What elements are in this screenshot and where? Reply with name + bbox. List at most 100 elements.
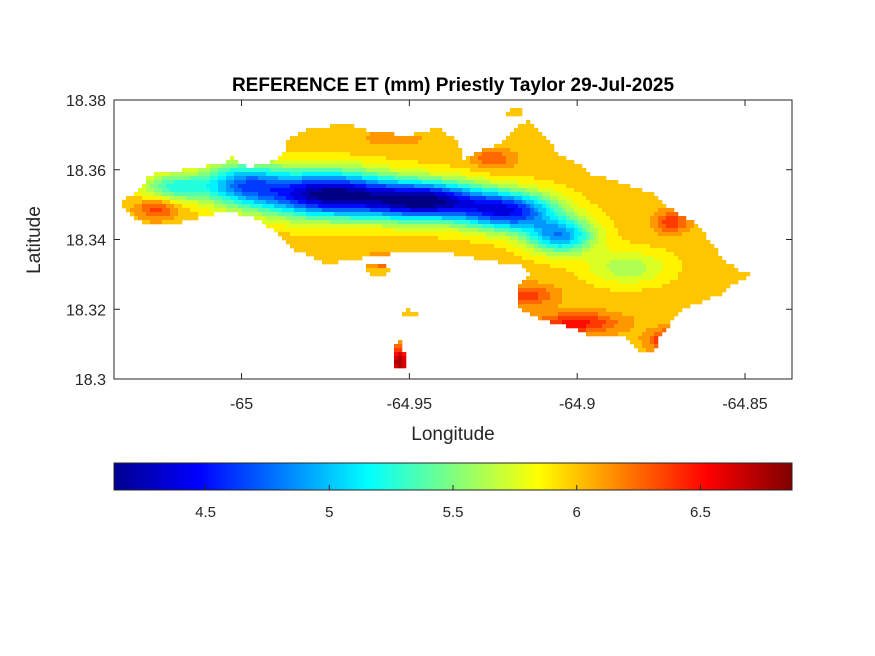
heatmap-cell (646, 192, 651, 197)
heatmap-cell (302, 224, 307, 229)
heatmap-cell (666, 208, 671, 213)
heatmap-cell (506, 196, 511, 201)
heatmap-cell (394, 228, 399, 233)
heatmap-cell (322, 204, 327, 209)
heatmap-cell (670, 316, 675, 321)
heatmap-cell (458, 168, 463, 173)
heatmap-cell (574, 164, 579, 169)
heatmap-cell (450, 200, 455, 205)
heatmap-cell (398, 148, 403, 153)
heatmap-cell (522, 252, 527, 257)
heatmap-cell (662, 216, 667, 221)
heatmap-cell (630, 304, 635, 309)
heatmap-cell (450, 180, 455, 185)
heatmap-cell (546, 212, 551, 217)
heatmap-cell (442, 156, 447, 161)
heatmap-cell (310, 128, 315, 133)
heatmap-cell (682, 244, 687, 249)
x-tick-label: -65 (230, 396, 253, 413)
heatmap-cell (566, 316, 571, 321)
heatmap-cell (690, 280, 695, 285)
heatmap-cell (546, 196, 551, 201)
heatmap-cell (434, 232, 439, 237)
heatmap-cell (406, 236, 411, 241)
heatmap-cell (606, 208, 611, 213)
heatmap-cell (286, 144, 291, 149)
heatmap-cell (274, 196, 279, 201)
heatmap-cell (362, 252, 367, 257)
heatmap-cell (310, 148, 315, 153)
heatmap-cell (582, 324, 587, 329)
heatmap-cell (510, 188, 515, 193)
heatmap-cell (606, 196, 611, 201)
heatmap-cell (646, 220, 651, 225)
heatmap-cell (346, 212, 351, 217)
heatmap-cell (166, 180, 171, 185)
heatmap-cell (310, 248, 315, 253)
heatmap-cell (642, 256, 647, 261)
heatmap-cell (442, 176, 447, 181)
heatmap-cell (618, 292, 623, 297)
heatmap-cell (522, 296, 527, 301)
heatmap-cell (202, 204, 207, 209)
heatmap-cell (146, 204, 151, 209)
heatmap-cell (694, 256, 699, 261)
heatmap-cell (326, 212, 331, 217)
heatmap-cell (574, 260, 579, 265)
heatmap-cell (502, 216, 507, 221)
heatmap-cell (474, 216, 479, 221)
heatmap-cell (374, 140, 379, 145)
heatmap-cell (626, 216, 631, 221)
heatmap-cell (582, 308, 587, 313)
heatmap-cell (670, 220, 675, 225)
heatmap-cell (510, 216, 515, 221)
heatmap-cell (138, 196, 143, 201)
heatmap-cell (302, 176, 307, 181)
heatmap-cell (318, 240, 323, 245)
heatmap-cell (482, 236, 487, 241)
heatmap-cell (554, 284, 559, 289)
heatmap-cell (490, 200, 495, 205)
heatmap-cell (594, 236, 599, 241)
heatmap-cell (666, 308, 671, 313)
heatmap-cell (398, 160, 403, 165)
heatmap-cell (494, 184, 499, 189)
heatmap-cell (706, 256, 711, 261)
heatmap-cell (734, 280, 739, 285)
heatmap-cell (402, 220, 407, 225)
heatmap-cell (586, 256, 591, 261)
heatmap-cell (554, 312, 559, 317)
heatmap-cell (246, 188, 251, 193)
heatmap-cell (606, 276, 611, 281)
heatmap-cell (414, 196, 419, 201)
heatmap-cell (550, 224, 555, 229)
heatmap-cell (290, 244, 295, 249)
heatmap-cell (358, 232, 363, 237)
heatmap-cell (382, 172, 387, 177)
heatmap-cell (338, 188, 343, 193)
heatmap-cell (626, 184, 631, 189)
heatmap-cell (634, 260, 639, 265)
heatmap-cell (526, 284, 531, 289)
heatmap-cell (554, 268, 559, 273)
heatmap-cell (482, 204, 487, 209)
heatmap-cell (322, 144, 327, 149)
heatmap-cell (570, 308, 575, 313)
heatmap-cell (718, 276, 723, 281)
heatmap-cell (386, 208, 391, 213)
heatmap-cell (190, 216, 195, 221)
heatmap-cell (150, 208, 155, 213)
heatmap-cell (222, 180, 227, 185)
heatmap-cell (666, 260, 671, 265)
heatmap-cell (610, 212, 615, 217)
heatmap-cell (646, 224, 651, 229)
heatmap-cell (678, 308, 683, 313)
heatmap-cell (590, 296, 595, 301)
heatmap-cell (374, 232, 379, 237)
heatmap-cell (442, 148, 447, 153)
heatmap-cell (374, 240, 379, 245)
heatmap-cell (386, 144, 391, 149)
heatmap-cell (490, 176, 495, 181)
heatmap-cell (270, 180, 275, 185)
heatmap-cell (202, 184, 207, 189)
